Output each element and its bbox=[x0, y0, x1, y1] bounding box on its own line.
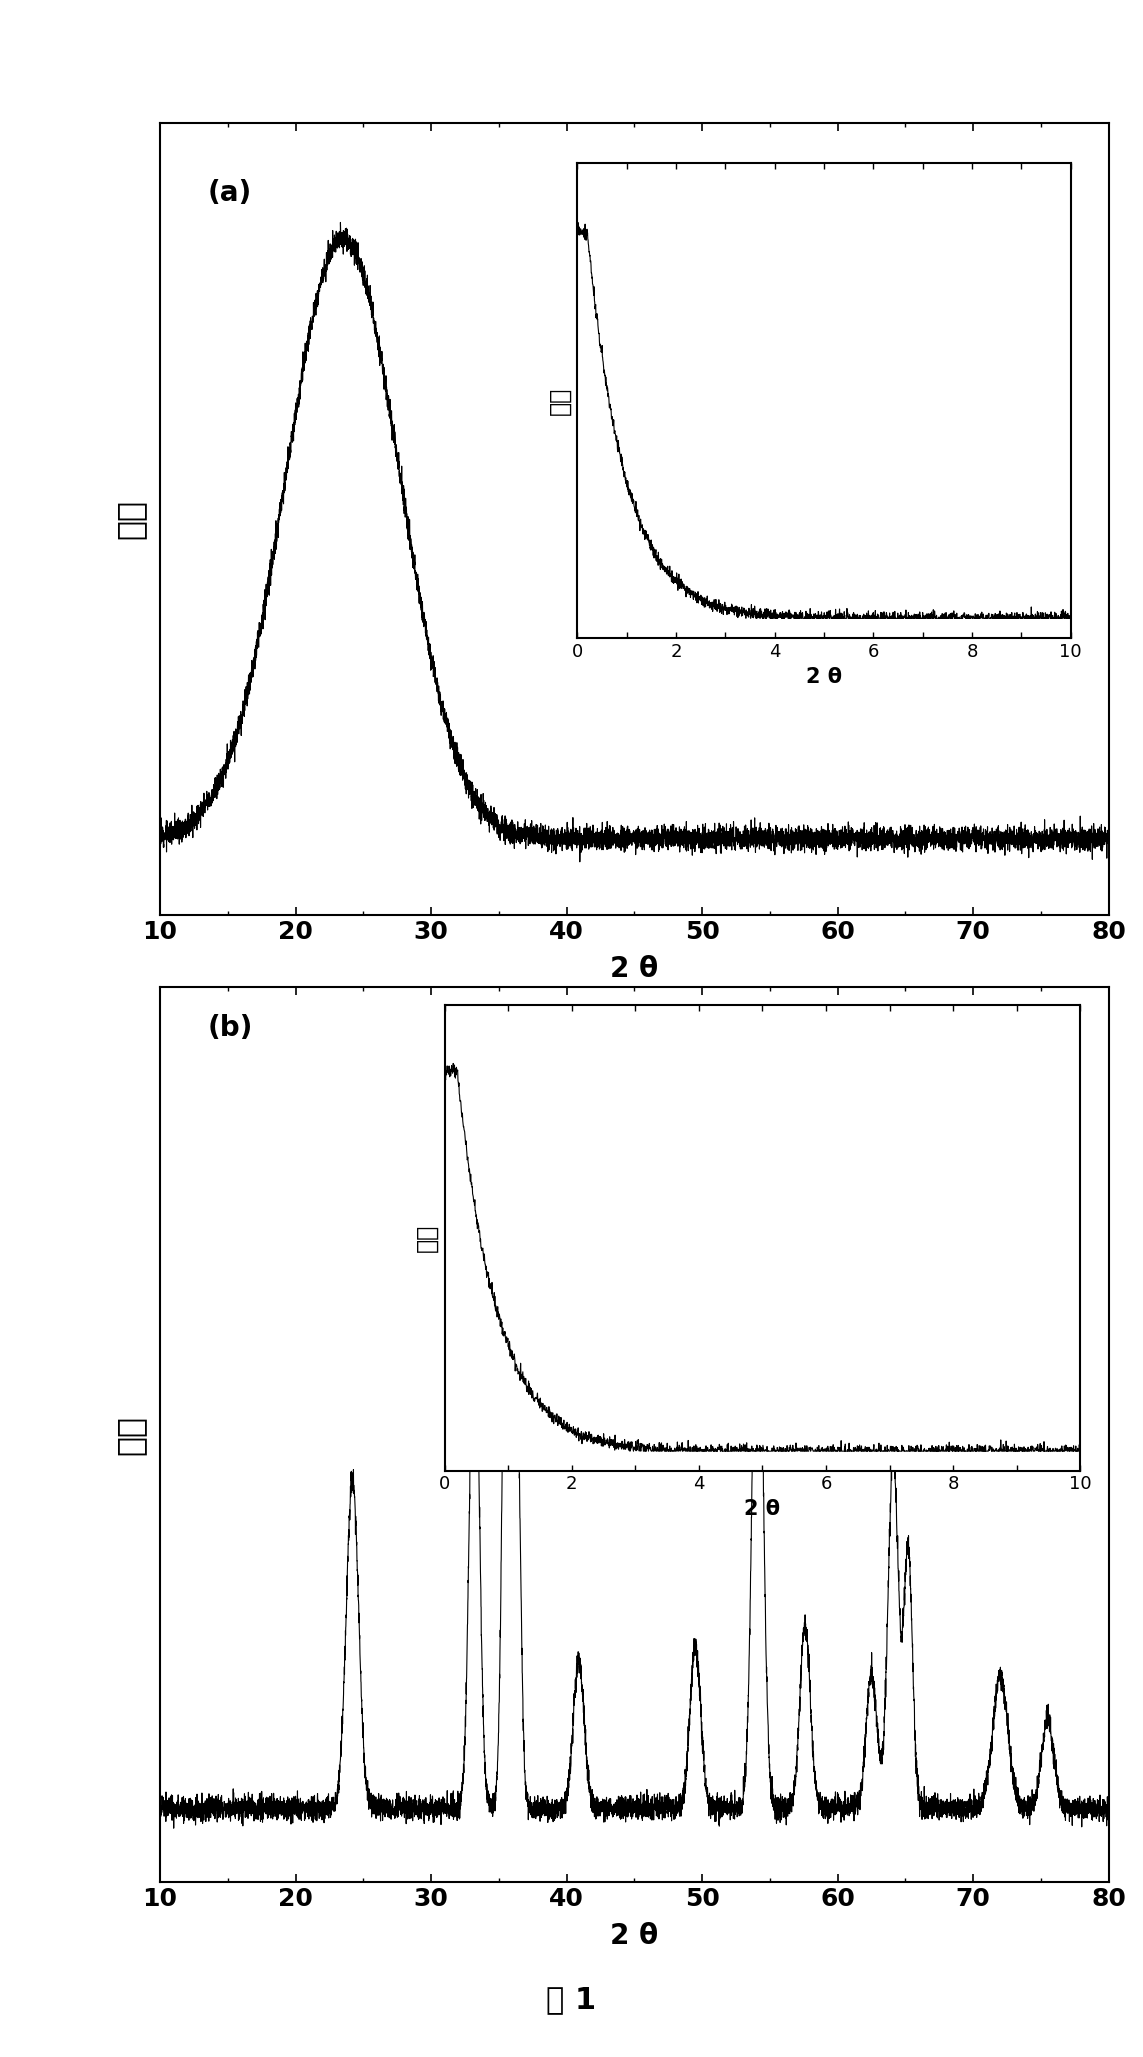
Text: 图 1: 图 1 bbox=[546, 1985, 597, 2014]
X-axis label: 2 θ: 2 θ bbox=[610, 1921, 658, 1950]
Text: (a): (a) bbox=[208, 179, 251, 208]
Text: (b): (b) bbox=[208, 1014, 253, 1043]
Y-axis label: 强度: 强度 bbox=[113, 1415, 146, 1454]
Y-axis label: 强度: 强度 bbox=[113, 500, 146, 539]
X-axis label: 2 θ: 2 θ bbox=[610, 954, 658, 983]
